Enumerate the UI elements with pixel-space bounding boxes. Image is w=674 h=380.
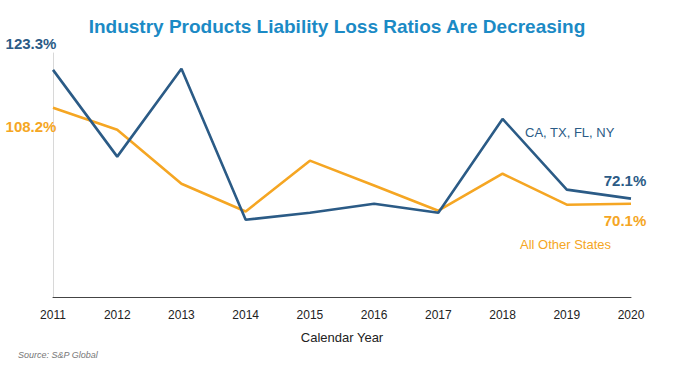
svg-text:70.1%: 70.1% <box>604 212 647 229</box>
svg-text:CA, TX, FL, NY: CA, TX, FL, NY <box>525 125 615 140</box>
svg-text:2017: 2017 <box>425 308 452 322</box>
svg-text:2013: 2013 <box>168 308 195 322</box>
svg-text:2014: 2014 <box>232 308 259 322</box>
svg-text:2019: 2019 <box>553 308 580 322</box>
svg-text:2020: 2020 <box>618 308 645 322</box>
svg-text:2012: 2012 <box>104 308 131 322</box>
svg-text:Source: S&P Global: Source: S&P Global <box>18 350 99 360</box>
svg-text:2015: 2015 <box>297 308 324 322</box>
svg-text:All Other States: All Other States <box>520 237 612 252</box>
svg-text:2016: 2016 <box>361 308 388 322</box>
svg-text:Industry Products Liability Lo: Industry Products Liability Loss Ratios … <box>89 16 586 37</box>
svg-text:72.1%: 72.1% <box>604 172 647 189</box>
svg-text:2011: 2011 <box>40 308 66 322</box>
svg-text:Calendar Year: Calendar Year <box>301 330 384 345</box>
svg-text:123.3%: 123.3% <box>6 35 57 52</box>
svg-text:2018: 2018 <box>489 308 516 322</box>
svg-text:108.2%: 108.2% <box>6 118 57 135</box>
